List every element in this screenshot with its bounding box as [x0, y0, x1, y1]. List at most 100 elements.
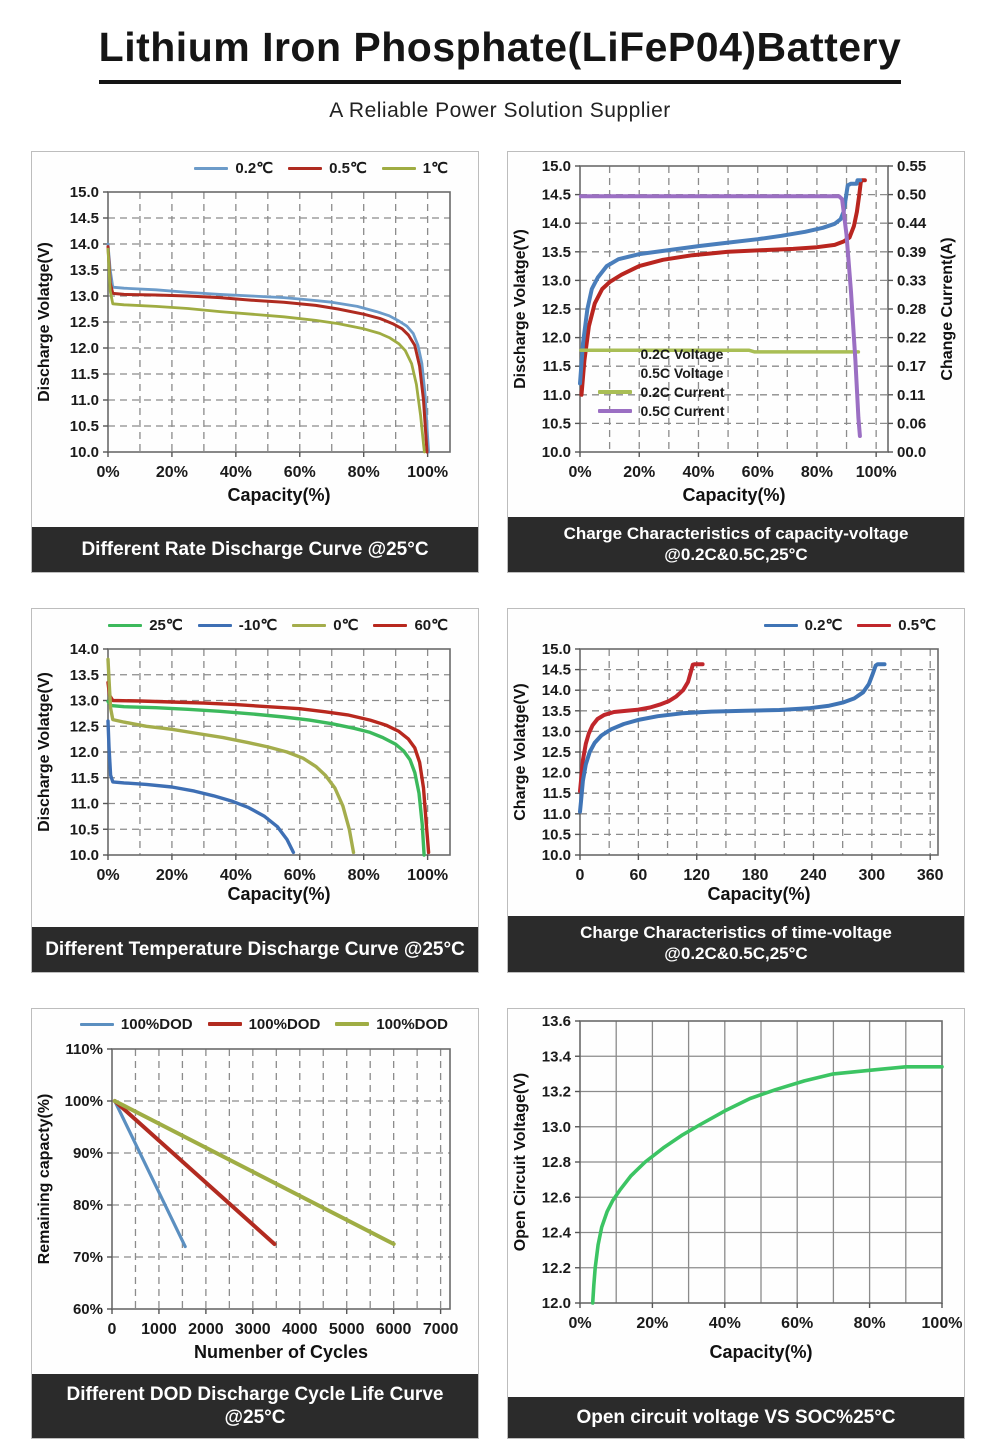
tick-marks	[107, 1048, 442, 1314]
series-line-0.2C-current	[579, 348, 861, 354]
legend-item: 0.5C Voltage	[598, 365, 724, 381]
legend-label: 0.5℃	[329, 160, 367, 177]
series-line-60C	[106, 681, 431, 855]
legend-label: -10℃	[238, 617, 278, 635]
legend-item: 1℃	[381, 159, 448, 177]
legend-line-swatch	[207, 1022, 242, 1027]
legend-label: 100%DOD	[376, 1015, 448, 1033]
svg-text:0.06: 0.06	[897, 415, 926, 432]
svg-text:13.0: 13.0	[70, 693, 99, 710]
svg-text:100%: 100%	[856, 464, 897, 481]
series-line-0.2C-voltage	[578, 178, 863, 386]
svg-text:0%: 0%	[568, 464, 591, 481]
svg-text:0%: 0%	[96, 464, 119, 481]
legend-line-swatch	[288, 166, 323, 170]
svg-text:0.22: 0.22	[897, 330, 926, 347]
svg-text:14.0: 14.0	[542, 215, 571, 232]
series-line-dod-olive	[112, 1098, 396, 1246]
svg-text:300: 300	[858, 867, 885, 884]
svg-text:10.5: 10.5	[542, 415, 571, 432]
y-axis-title: Open Circuit Voltage(V)	[512, 1073, 529, 1251]
svg-text:10.5: 10.5	[542, 827, 571, 844]
legend-line-swatch	[598, 390, 633, 394]
svg-text:180: 180	[742, 867, 769, 884]
x-tick-labels: 0% 20% 40% 60% 80% 100%	[96, 464, 448, 481]
chart-temperature-discharge: 14.0 13.5 13.0 12.5 12.0 11.5 11.0 10.5 10.0 0% 20…	[32, 609, 478, 916]
legend-line-swatch	[292, 623, 327, 627]
chart-legend: 0.2℃ 0.5℃ 1℃	[194, 159, 448, 177]
page-subtitle: A Reliable Power Solution Supplier	[329, 99, 671, 122]
legend-item: 0.5C Current	[598, 403, 725, 419]
y-axis-title: Charge Volatge(V)	[512, 684, 529, 822]
svg-text:13.5: 13.5	[542, 244, 571, 261]
chart-canvas: 15.0 14.5 14.0 13.5 13.0 12.5 12.0 11.5 11.0 10.5…	[512, 641, 944, 904]
legend-item: -10℃	[197, 616, 278, 635]
caption-dod-cycle-life: Different DOD Discharge Cycle Life Curve…	[32, 1373, 478, 1439]
caption-rate-discharge: Different Rate Discharge Curve @25°C	[32, 527, 478, 573]
panel-rate-discharge: 15.0 14.5 14.0 13.5 13.0 12.5 12.0 11.5 11.0 10.5…	[31, 151, 479, 574]
svg-text:0.11: 0.11	[897, 387, 925, 404]
grid-lines	[580, 1020, 942, 1303]
legend-label: 1℃	[422, 160, 448, 177]
svg-text:60%: 60%	[284, 464, 316, 481]
y-axis-title: Discharge Volatge(V)	[36, 242, 53, 402]
legend-label: 0℃	[333, 617, 359, 635]
svg-text:12.0: 12.0	[542, 765, 571, 782]
x-axis-title: Capacity(%)	[707, 884, 810, 904]
legend-line-swatch	[373, 623, 408, 627]
svg-text:240: 240	[800, 867, 827, 884]
svg-text:12.0: 12.0	[542, 1295, 571, 1312]
svg-text:11.0: 11.0	[71, 392, 99, 409]
svg-text:0: 0	[108, 1321, 117, 1338]
svg-text:60%: 60%	[781, 1315, 813, 1332]
panel-dod-cycle-life: 110% 100% 90% 80% 70% 60% 0 1000 2000 3000 4000 500…	[31, 1007, 479, 1440]
svg-text:20%: 20%	[636, 1315, 668, 1332]
y-tick-labels: 13.6 13.4 13.2 13.0 12.8 12.6 12.4 12.2 12.0	[542, 1013, 572, 1312]
svg-text:11.0: 11.0	[543, 806, 571, 823]
series-line-0.2C	[578, 662, 887, 815]
y-tick-labels: 15.0 14.5 14.0 13.5 13.0 12.5 12.0 11.5 11.0 10.5…	[542, 641, 571, 864]
svg-text:13.5: 13.5	[542, 703, 571, 720]
series-line-dod-blue	[113, 1099, 187, 1249]
y-axis-title: Discharge Volatge(V)	[512, 229, 529, 389]
svg-text:0.28: 0.28	[897, 301, 926, 318]
svg-text:40%: 40%	[220, 867, 252, 884]
series-line-0.5C-voltage	[579, 178, 867, 397]
svg-text:10.0: 10.0	[542, 847, 571, 864]
x-axis-title: Capacity(%)	[227, 884, 330, 904]
svg-text:13.4: 13.4	[542, 1048, 572, 1065]
svg-text:12.5: 12.5	[70, 314, 99, 331]
x-tick-labels: 0% 20% 40% 60% 80% 100%	[568, 464, 896, 481]
svg-text:80%: 80%	[348, 464, 380, 481]
x-axis-title: Capacity(%)	[227, 485, 330, 505]
svg-text:12.0: 12.0	[70, 340, 99, 357]
svg-text:3000: 3000	[235, 1321, 271, 1338]
legend-line-swatch	[763, 623, 798, 628]
tick-marks	[103, 191, 429, 457]
chart-charge-capacity-voltage: 15.0 14.5 14.0 13.5 13.0 12.5 12.0 11.5 11.0 10.5…	[508, 152, 964, 517]
y-tick-labels: 15.0 14.5 14.0 13.5 13.0 12.5 12.0 11.5 11.0 10.5…	[542, 158, 571, 461]
grid-lines	[112, 1048, 450, 1309]
series-line-0C	[106, 658, 356, 855]
svg-text:7000: 7000	[423, 1321, 459, 1338]
svg-text:11.0: 11.0	[543, 387, 571, 404]
svg-text:0: 0	[576, 867, 585, 884]
svg-text:0.39: 0.39	[897, 244, 926, 261]
svg-text:0.33: 0.33	[897, 272, 926, 289]
chart-charge-time-voltage: 15.0 14.5 14.0 13.5 13.0 12.5 12.0 11.5 11.0 10.5…	[508, 609, 964, 916]
svg-text:14.0: 14.0	[70, 641, 99, 658]
svg-text:100%: 100%	[65, 1093, 103, 1110]
svg-text:00.0: 00.0	[897, 444, 926, 461]
tick-marks	[575, 165, 893, 457]
svg-text:6000: 6000	[376, 1321, 412, 1338]
svg-text:10.0: 10.0	[542, 444, 571, 461]
chart-canvas: 15.0 14.5 14.0 13.5 13.0 12.5 12.0 11.5 11.0 10.5…	[512, 158, 956, 505]
x-axis-title: Numenber of Cycles	[194, 1342, 368, 1362]
tick-marks	[103, 648, 429, 861]
svg-text:15.0: 15.0	[542, 158, 571, 175]
svg-text:13.0: 13.0	[542, 724, 571, 741]
legend-label: 0.2℃	[804, 617, 843, 635]
svg-text:14.0: 14.0	[70, 236, 99, 253]
svg-text:13.6: 13.6	[542, 1013, 571, 1030]
legend-line-swatch	[79, 1022, 114, 1026]
